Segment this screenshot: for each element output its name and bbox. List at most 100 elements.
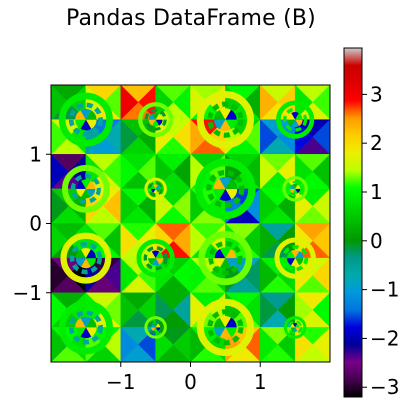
ring-sector — [219, 316, 232, 328]
ring-sector — [295, 113, 303, 120]
colorbar-tick-label: 0 — [370, 229, 383, 253]
ring-inner — [288, 320, 303, 335]
ring-inner — [206, 169, 245, 208]
ring-sector — [85, 180, 96, 189]
ring-sector — [80, 108, 92, 120]
y-axis: −1 0 1 — [13, 142, 51, 305]
ring-marker — [196, 90, 255, 149]
ring-sector — [153, 188, 158, 194]
heatmap-cell — [120, 257, 139, 294]
heatmap-cell — [51, 85, 69, 120]
heatmap-cell — [51, 153, 69, 190]
ring-sector — [148, 258, 156, 265]
ring-marker — [283, 316, 307, 339]
ring-sector — [287, 113, 296, 120]
ring-outer — [144, 316, 167, 339]
ring-sector — [214, 258, 226, 268]
heatmap-cell — [51, 223, 69, 259]
ring-sector — [81, 188, 91, 199]
colorbar-ticks: −3 −2 −1 0 1 2 3 — [362, 82, 399, 399]
chart-title: Pandas DataFrame (B) — [66, 6, 316, 31]
ring-inner — [283, 107, 308, 132]
ring-outer — [274, 237, 316, 279]
ring-sector — [286, 251, 296, 259]
ring-sector — [290, 188, 296, 194]
colorbar-tick-label: −3 — [370, 375, 399, 399]
ring-marker — [144, 177, 167, 201]
ring-sector — [80, 248, 91, 259]
ring-sector — [292, 322, 298, 328]
ring-sector — [213, 188, 226, 200]
ring-sector — [148, 119, 156, 126]
ring-sector — [214, 248, 226, 259]
x-axis: −1 0 1 — [106, 362, 267, 394]
ring-sector — [81, 179, 91, 189]
ring-inner — [148, 320, 163, 335]
heatmap-cell — [260, 326, 278, 362]
ring-artifacts — [58, 90, 316, 357]
heatmap-cell — [260, 188, 278, 224]
ring-sector — [155, 258, 164, 265]
ring-sector — [295, 251, 304, 259]
ring-sector — [85, 188, 96, 198]
ring-outer — [195, 158, 256, 220]
ring-sector — [295, 327, 300, 332]
ring-sector — [290, 184, 296, 189]
ring-sector — [148, 251, 156, 259]
y-tick-label: −1 — [13, 281, 42, 305]
ring-sector — [225, 258, 237, 268]
ring-sector — [225, 178, 238, 189]
colorbar-tick-label: 3 — [370, 82, 383, 106]
ring-marker — [60, 232, 112, 284]
heatmap-cell — [120, 188, 139, 224]
ring-inner — [69, 242, 102, 275]
ring-sector — [76, 188, 86, 198]
ring-marker — [195, 158, 256, 220]
ring-marker — [62, 165, 110, 213]
ring-outer — [144, 177, 167, 201]
ring-sector — [85, 327, 97, 337]
ring-inner — [68, 310, 103, 345]
ring-sector — [219, 327, 232, 339]
ring-sector — [155, 188, 161, 193]
ring-sector — [80, 316, 92, 328]
colorbar-tick-label: −1 — [370, 278, 399, 302]
ring-marker — [136, 239, 175, 278]
ring-sector — [292, 183, 298, 189]
ring-sector — [151, 258, 160, 266]
ring-sector — [291, 119, 299, 128]
heatmap-cell — [260, 223, 278, 259]
ring-outer — [60, 232, 112, 284]
ring-marker — [198, 231, 253, 286]
ring-sector — [151, 327, 156, 332]
ring-marker — [282, 176, 308, 202]
colorbar — [343, 47, 363, 398]
ring-sector — [214, 327, 226, 338]
ring-sector — [75, 110, 86, 120]
heatmap-cell — [260, 85, 278, 121]
ring-marker — [58, 300, 113, 355]
ring-sector — [295, 258, 304, 266]
ring-inner — [148, 181, 163, 196]
ring-sector — [155, 323, 161, 328]
ring-sector — [214, 109, 226, 120]
ring-sector — [155, 251, 164, 259]
ring-sector — [155, 185, 161, 189]
ring-inner — [282, 245, 309, 272]
ring-sector — [152, 112, 160, 120]
heatmap-cell — [120, 153, 139, 190]
ring-inner — [207, 101, 244, 138]
ring-inner — [287, 180, 304, 197]
ring-sector — [85, 258, 96, 267]
ring-sector — [225, 109, 237, 120]
ring-sector — [295, 119, 303, 127]
ring-sector — [287, 119, 296, 127]
ring-sector — [76, 180, 86, 189]
ring-sector — [291, 112, 299, 120]
ring-sector — [290, 323, 296, 328]
ring-sector — [151, 323, 156, 328]
heatmap-cell — [120, 292, 139, 328]
ring-sector — [75, 119, 86, 129]
ring-sector — [85, 249, 96, 259]
colorbar-tick-label: 1 — [370, 180, 383, 204]
